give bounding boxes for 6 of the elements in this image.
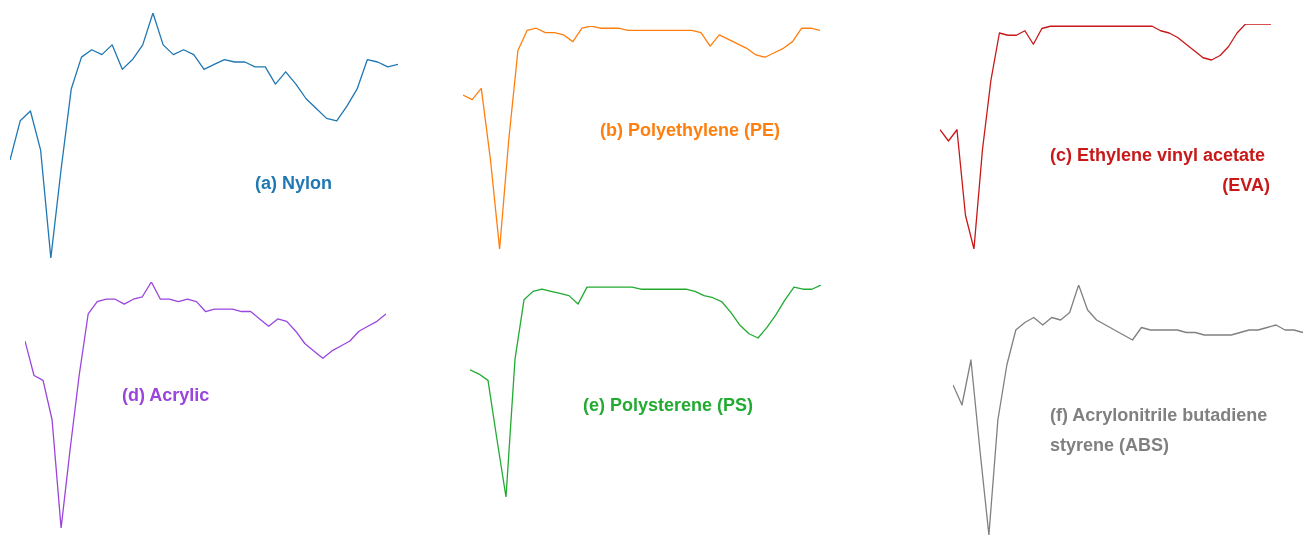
text: (a) Nylon [255, 173, 333, 193]
text: (b) Polyethylene (PE) [600, 120, 781, 140]
text: (d) Acrylic [122, 385, 210, 405]
text: (f) Acrylonitrile butadiene styrene (ABS) [1050, 405, 1273, 455]
text: (e) Polysterene (PS) [583, 395, 754, 415]
text: (c) Ethylene vinyl acetate (EVA) [1049, 145, 1270, 195]
